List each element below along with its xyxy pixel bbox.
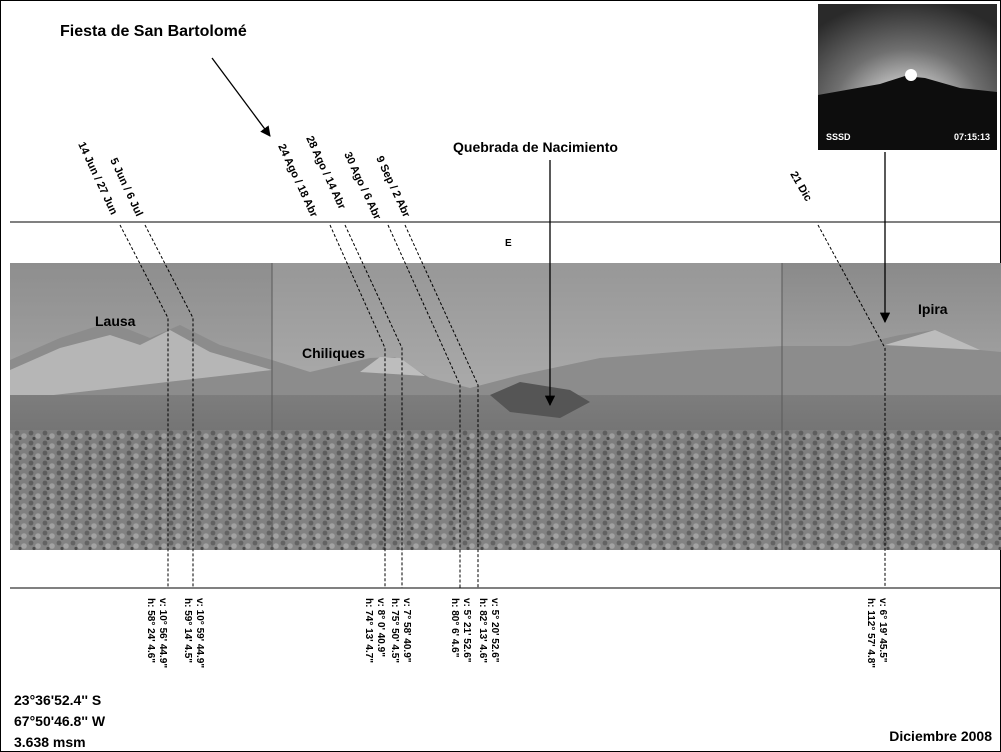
peak-label-lausa: Lausa [95,313,136,329]
sightline-5-h: h: 80° 6' 4.6" [449,598,460,658]
inset-time-label: 07:15:13 [954,132,990,142]
peak-label-chiliques: Chiliques [302,345,365,361]
sightline-7-h: h: 112° 57' 4.8" [865,598,876,668]
east-marker: E [505,238,512,249]
inset-station-label: SSSD [826,132,851,142]
sightline-3-h: h: 74° 13' 4.7" [363,598,374,663]
panorama-photo [10,263,1001,550]
sightline-3-v: v: 8° 0' 40.9" [375,598,386,657]
title-arrow [211,57,271,137]
sightline-4-h: h: 75° 50' 4.5" [389,598,400,663]
sightline-2-h: h: 59° 14' 4.5" [182,598,193,663]
sightline-6-h: h: 82° 13' 4.6" [477,598,488,663]
sightline-1-date: 14 Jun / 27 Jun [75,140,119,217]
sightline-7-v: v: 6° 19' 45.5" [877,598,888,663]
peak-label-ipira: Ipira [918,301,948,317]
footer-date: Diciembre 2008 [889,728,992,744]
sightline-5-v: v: 5° 21' 52.6" [461,598,472,663]
location-altitude: 3.638 msm [14,734,86,750]
sightline-1-v: v: 10° 56' 44.9" [157,598,168,668]
page-title: Fiesta de San Bartolomé [60,23,247,40]
sightline-2-v: v: 10° 59' 44.9" [194,598,205,668]
sightline-4-v: v: 7° 58' 40.9" [401,598,412,663]
sightline-6-v: v: 5° 20' 52.6" [489,598,500,663]
location-longitude: 67°50'46.8'' W [14,713,106,729]
sightline-1-h: h: 58° 24' 4.6" [145,598,156,663]
sunrise-inset-photo: SSSD 07:15:13 [818,4,997,150]
location-latitude: 23°36'52.4'' S [14,692,101,708]
quebrada-label: Quebrada de Nacimiento [453,139,618,155]
sightline-7-date: 21 Dic [787,170,814,204]
